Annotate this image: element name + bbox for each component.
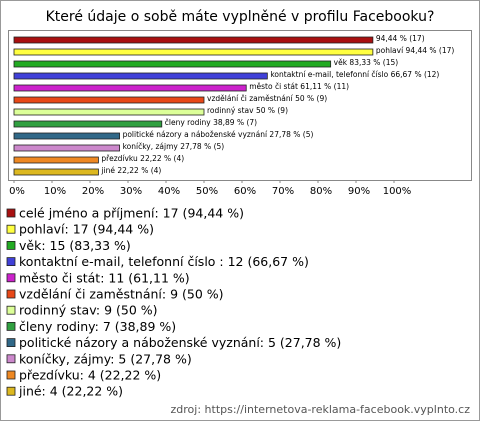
value-label: jiné 22,22 % (4): [100, 166, 161, 175]
legend-swatch: [6, 257, 16, 267]
x-tick-label: 60%: [234, 186, 256, 197]
legend-label: rodinný stav: 9 (50 %): [19, 303, 158, 318]
x-tick-label: 100%: [383, 186, 412, 197]
legend-swatch: [6, 273, 16, 283]
legend-label: pohlaví: 17 (94,44 %): [19, 222, 154, 237]
legend-label: vzdělání či zaměstnání: 9 (50 %): [19, 287, 224, 302]
value-label: pohlaví 94,44 % (17): [376, 46, 455, 55]
legend-swatch: [6, 289, 16, 299]
bar: [13, 72, 268, 80]
x-tick-label: 50%: [196, 186, 218, 197]
legend-label: celé jméno a příjmení: 17 (94,44 %): [19, 206, 244, 221]
bar: [13, 168, 99, 176]
plot-frame: [8, 30, 472, 181]
legend-label: koníčky, zájmy: 5 (27,78 %): [19, 351, 192, 366]
value-label: vzdělání či zaměstnání 50 % (9): [207, 94, 327, 103]
chart-title: Které údaje o sobě máte vyplněné v profi…: [46, 9, 435, 25]
x-tick-label: 90%: [348, 186, 370, 197]
x-tick-label: 0%: [9, 186, 25, 197]
value-label: 94,44 % (17): [376, 34, 425, 43]
x-tick-label: 40%: [158, 186, 180, 197]
value-label: věk 83,33 % (15): [334, 58, 399, 67]
legend-label: věk: 15 (83,33 %): [19, 238, 131, 253]
legend-swatch: [6, 240, 16, 250]
bar: [13, 120, 163, 128]
value-label: město či stát 61,11 % (11): [249, 82, 349, 91]
legend-swatch: [6, 305, 16, 315]
bar: [13, 48, 374, 56]
legend-label: jiné: 4 (22,22 %): [18, 384, 123, 399]
legend-label: politické názory a náboženské vyznání: 5…: [19, 335, 341, 350]
value-label: rodinný stav 50 % (9): [207, 106, 288, 115]
value-label: kontaktní e-mail, telefonní číslo 66,67 …: [270, 70, 439, 79]
value-label: politické názory a náboženské vyznání 27…: [123, 130, 314, 139]
source: zdroj: https://internetova-reklama-faceb…: [171, 403, 471, 416]
legend-swatch: [6, 224, 16, 234]
legend-swatch: [6, 208, 16, 218]
x-tick-label: 20%: [82, 186, 104, 197]
bar: [13, 60, 332, 68]
legend-swatch: [6, 354, 16, 364]
legend-swatch: [6, 338, 16, 348]
x-tick-label: 10%: [44, 186, 66, 197]
bar: [13, 108, 205, 116]
bar: [13, 96, 205, 104]
x-tick-label: 70%: [272, 186, 294, 197]
value-label: přezdívku 22,22 % (4): [101, 154, 184, 163]
x-tick-label: 30%: [120, 186, 142, 197]
value-label: koníčky, zájmy 27,78 % (5): [123, 142, 225, 151]
bar: [13, 144, 120, 152]
bar: [13, 36, 374, 44]
x-tick-label: 80%: [310, 186, 332, 197]
legend-label: kontaktní e-mail, telefonní číslo : 12 (…: [19, 254, 309, 269]
legend-swatch: [6, 321, 16, 331]
legend-label: členy rodiny: 7 (38,89 %): [19, 319, 176, 334]
bar: [13, 84, 247, 92]
legend-label: přezdívku: 4 (22,22 %): [19, 368, 161, 383]
legend-label: město či stát: 11 (61,11 %): [19, 270, 190, 285]
legend-swatch: [6, 386, 16, 396]
value-label: členy rodiny 38,89 % (7): [165, 118, 257, 127]
legend-swatch: [6, 370, 16, 380]
bar: [13, 156, 99, 164]
bar: [13, 132, 120, 140]
